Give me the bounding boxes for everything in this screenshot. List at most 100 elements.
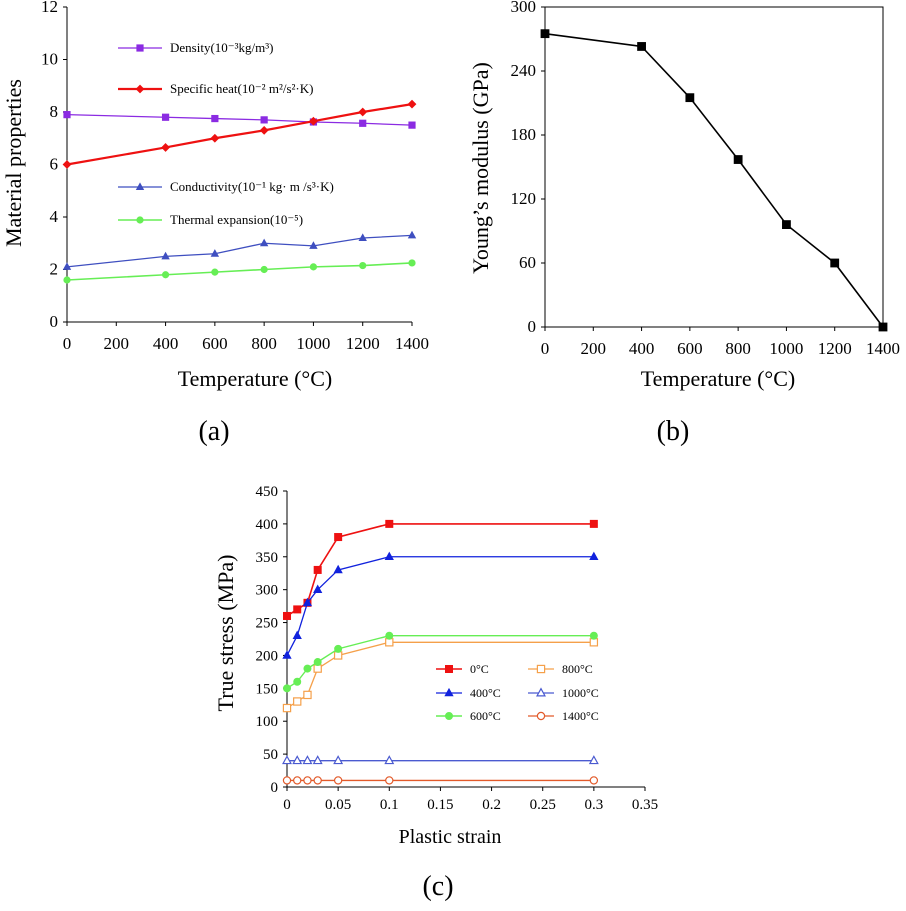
chart-c-x-tick-label: 0.3 xyxy=(584,797,603,813)
chart-a-data-point xyxy=(259,238,269,247)
chart-c-data-point xyxy=(385,519,394,528)
chart-a-legend-label: Specific heat(10⁻² m²/s²·K) xyxy=(170,81,313,96)
chart-c-x-tick-label: 0.35 xyxy=(632,797,658,813)
chart-b-y-tick-label: 240 xyxy=(511,61,537,80)
chart-c-x-axis-label: Plastic strain xyxy=(399,826,502,848)
chart-a-x-tick-label: 1200 xyxy=(346,334,380,353)
chart-c-series-line xyxy=(286,556,594,656)
chart-b-plot-frame xyxy=(544,6,884,328)
chart-c-series-5 xyxy=(282,776,599,785)
chart-c-x-tick-label: 0 xyxy=(283,797,291,813)
chart-c-data-point xyxy=(282,776,292,785)
chart-a-series-2 xyxy=(62,230,417,270)
chart-a-data-point xyxy=(211,114,219,123)
chart-b-x-tick-label: 400 xyxy=(629,339,655,358)
chart-a-data-point xyxy=(359,261,367,270)
chart-c-series-line xyxy=(286,635,594,689)
chart-a-y-tick-label: 6 xyxy=(50,155,59,174)
chart-c-data-point xyxy=(313,565,322,574)
chart-a-x-tick-label: 0 xyxy=(63,334,72,353)
chart-c-data-point xyxy=(589,551,599,561)
chart-b-x-tick-label: 800 xyxy=(725,339,751,358)
chart-b-series-line xyxy=(544,32,884,328)
chart-c-legend-label: 0°C xyxy=(470,662,489,676)
chart-b-data-point xyxy=(733,155,743,164)
chart-c-data-point xyxy=(292,630,302,639)
chart-c-data-point xyxy=(333,755,344,765)
chart-c-data-point xyxy=(334,533,343,542)
chart-a-y-tick-label: 4 xyxy=(50,207,59,226)
chart-b-data-point xyxy=(830,258,840,268)
chart-a-data-point xyxy=(62,160,72,169)
chart-b-series-0 xyxy=(540,29,888,332)
chart-c-y-tick-label: 350 xyxy=(256,550,279,566)
chart-c-data-point xyxy=(303,664,312,673)
chart-c-y-tick-label: 100 xyxy=(256,714,279,730)
chart-a-data-point xyxy=(408,259,416,267)
chart-b-y-tick-label: 300 xyxy=(511,0,537,16)
chart-c-data-point xyxy=(303,690,312,700)
chart-a-data-point xyxy=(161,271,170,279)
chart-a-x-tick-label: 200 xyxy=(104,334,130,353)
chart-a-data-point xyxy=(407,99,417,109)
chart-b-y-tick-label: 0 xyxy=(528,317,537,336)
chart-a-legend-entry: Conductivity(10⁻¹ kg· m /s³·K) xyxy=(118,179,334,194)
chart-a-y-tick-label: 0 xyxy=(50,312,59,331)
chart-a-panel-label: (a) xyxy=(198,416,229,447)
chart-c-y-tick-label: 450 xyxy=(256,484,279,500)
chart-c-data-point xyxy=(313,776,322,785)
chart-a-x-tick-label: 1000 xyxy=(296,334,330,353)
chart-c-legend-label: 600°C xyxy=(470,709,501,723)
chart-c-data-point xyxy=(333,651,343,660)
chart-b-data-point xyxy=(540,29,550,39)
chart-c-y-axis-label: True stress (MPa) xyxy=(213,555,238,712)
chart-a-legend-entry: Specific heat(10⁻² m²/s²·K) xyxy=(118,81,313,96)
chart-c-series-4 xyxy=(282,631,598,693)
chart-a-x-tick-label: 400 xyxy=(153,334,179,353)
chart-a-y-axis-label: Material properties xyxy=(1,79,26,247)
chart-c-legend-marker xyxy=(444,712,453,721)
chart-a-data-point xyxy=(309,241,318,249)
chart-a-data-point xyxy=(161,113,170,121)
chart-c-panel-label: (c) xyxy=(422,871,453,902)
chart-b-x-tick-label: 200 xyxy=(581,339,607,358)
chart-c-legend-entry: 600°C xyxy=(436,709,501,723)
chart-c-legend-marker xyxy=(536,664,546,674)
chart-c-series-2 xyxy=(282,551,599,659)
chart-a-data-point xyxy=(63,111,71,119)
chart-c-legend-entry: 800°C xyxy=(528,662,593,676)
chart-b-x-axis-label: Temperature (°C) xyxy=(641,366,795,391)
chart-c-legend-marker xyxy=(536,711,546,721)
chart-c-data-point xyxy=(334,644,343,653)
chart-c-data-point xyxy=(313,658,322,667)
chart-c-data-point xyxy=(384,551,394,561)
chart-a-data-point xyxy=(260,265,268,274)
chart-c-data-point xyxy=(312,755,323,765)
chart-b-x-tick-label: 1000 xyxy=(769,339,803,358)
chart-c-x-tick-label: 0.05 xyxy=(325,797,351,813)
chart-a-x-axis-label: Temperature (°C) xyxy=(178,366,332,391)
chart-a-y-tick-label: 12 xyxy=(41,0,58,16)
chart-a-data-point xyxy=(358,107,368,117)
chart-c-y-tick-label: 250 xyxy=(256,616,279,632)
chart-c-data-point xyxy=(292,755,303,765)
chart-b-x-tick-label: 1200 xyxy=(818,339,852,358)
chart-a-data-point xyxy=(62,262,72,270)
chart-a-data-point xyxy=(211,268,219,276)
chart-a-data-point xyxy=(210,133,220,143)
chart-c-data-point xyxy=(589,519,598,528)
chart-c-legend-marker xyxy=(536,687,546,697)
chart-c-series-1 xyxy=(282,638,599,713)
chart-a-y-tick-label: 2 xyxy=(50,260,59,279)
chart-a-legend-label: Density(10⁻³kg/m³) xyxy=(170,40,273,55)
chart-b-x-tick-label: 0 xyxy=(541,339,550,358)
chart-a: Temperature (°C) Material properties (a)… xyxy=(1,0,429,447)
chart-a-series-3 xyxy=(63,259,416,284)
chart-a-x-tick-label: 600 xyxy=(202,334,228,353)
chart-c-data-point xyxy=(293,776,302,785)
chart-a-legend-marker xyxy=(135,84,145,94)
chart-c-data-point xyxy=(282,703,292,713)
chart-c-x-tick-label: 0.25 xyxy=(530,797,556,813)
chart-a-data-point xyxy=(260,116,268,124)
chart-a-y-tick-label: 8 xyxy=(50,102,59,121)
